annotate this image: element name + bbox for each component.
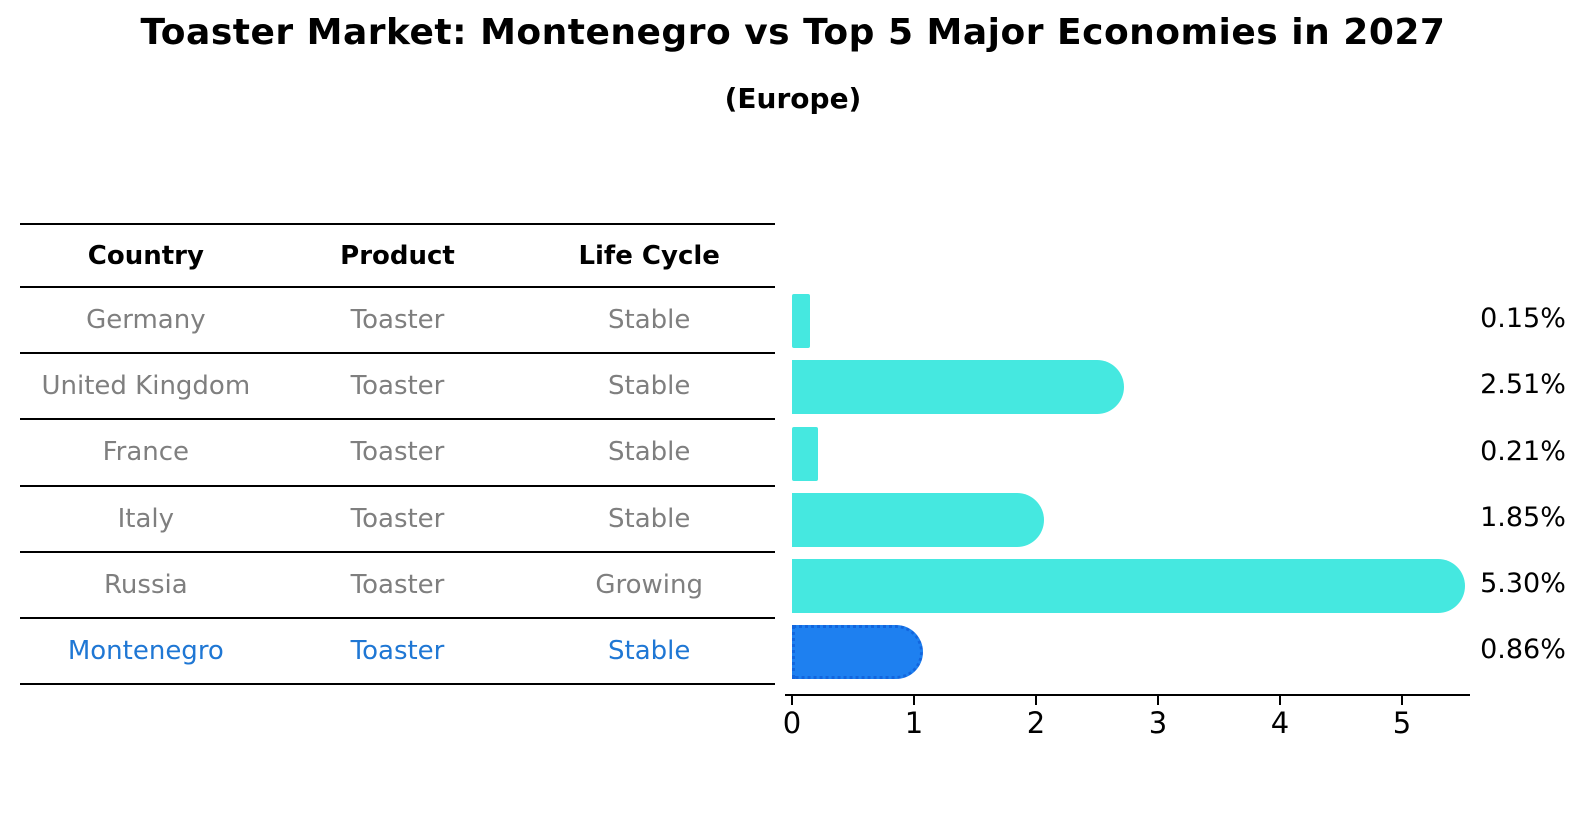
bar-france bbox=[792, 426, 818, 481]
table-row: Germany Toaster Stable bbox=[20, 288, 775, 355]
page-subtitle: (Europe) bbox=[724, 82, 862, 115]
cell-life-cycle: Stable bbox=[608, 437, 691, 468]
value-label: 2.51% bbox=[1480, 369, 1566, 401]
cell-life-cycle: Stable bbox=[608, 305, 691, 336]
cell-product: Toaster bbox=[350, 503, 445, 534]
value-label: 5.30% bbox=[1480, 567, 1566, 599]
bar-italy bbox=[792, 492, 1044, 547]
cell-life-cycle: Stable bbox=[608, 503, 691, 534]
cell-product: Toaster bbox=[350, 305, 445, 336]
value-label: 1.85% bbox=[1480, 501, 1566, 533]
cell-product: Toaster bbox=[350, 437, 445, 468]
x-axis-tick-label: 0 bbox=[782, 706, 802, 740]
cell-country: Montenegro bbox=[67, 636, 224, 667]
table-row: France Toaster Stable bbox=[20, 420, 775, 487]
cell-product: Toaster bbox=[350, 371, 445, 402]
cell-product: Toaster bbox=[350, 636, 445, 667]
table-row: Russia Toaster Growing bbox=[20, 553, 775, 619]
header-cell-country: Country bbox=[87, 240, 204, 271]
bar-united-kingdom bbox=[792, 360, 1125, 415]
table-body: Germany Toaster Stable United Kingdom Toaste… bbox=[20, 288, 775, 686]
value-label: 0.86% bbox=[1480, 634, 1566, 666]
bar-montenegro bbox=[792, 625, 923, 680]
cell-country: Russia bbox=[104, 569, 188, 600]
x-axis-tick bbox=[1401, 696, 1403, 705]
x-axis-tick bbox=[1157, 696, 1159, 705]
bar-germany bbox=[792, 294, 811, 349]
x-axis-tick bbox=[791, 696, 793, 705]
x-axis-tick bbox=[1035, 696, 1037, 705]
cell-country: Germany bbox=[86, 305, 206, 336]
cell-life-cycle: Growing bbox=[595, 569, 703, 600]
x-axis-tick-label: 4 bbox=[1270, 706, 1290, 740]
value-label: 0.15% bbox=[1480, 303, 1566, 335]
table-row: Italy Toaster Stable bbox=[20, 487, 775, 553]
x-axis-tick bbox=[913, 696, 915, 705]
page-title: Toaster Market: Montenegro vs Top 5 Majo… bbox=[140, 12, 1446, 53]
x-axis-spine bbox=[785, 694, 1470, 696]
table-row: Montenegro Toaster Stable bbox=[20, 619, 775, 686]
x-axis-tick-label: 1 bbox=[904, 706, 924, 740]
cell-country: Italy bbox=[117, 503, 175, 534]
value-label: 0.21% bbox=[1480, 435, 1566, 467]
cell-life-cycle: Stable bbox=[608, 371, 691, 402]
x-axis-tick-label: 3 bbox=[1148, 706, 1168, 740]
cell-product: Toaster bbox=[350, 569, 445, 600]
cell-country: United Kingdom bbox=[41, 371, 251, 402]
table-row: United Kingdom Toaster Stable bbox=[20, 354, 775, 421]
header-cell-life-cycle: Life Cycle bbox=[578, 240, 720, 271]
data-table: Country Product Life Cycle Germany Toaste… bbox=[20, 223, 775, 686]
x-axis-tick-label: 2 bbox=[1026, 706, 1046, 740]
x-axis-tick-label: 5 bbox=[1392, 706, 1412, 740]
bar-russia bbox=[792, 558, 1465, 613]
cell-life-cycle: Stable bbox=[608, 636, 691, 667]
table-header-row: Country Product Life Cycle bbox=[20, 223, 775, 288]
cell-country: France bbox=[102, 437, 190, 468]
header-cell-product: Product bbox=[340, 240, 455, 271]
x-axis-tick bbox=[1279, 696, 1281, 705]
